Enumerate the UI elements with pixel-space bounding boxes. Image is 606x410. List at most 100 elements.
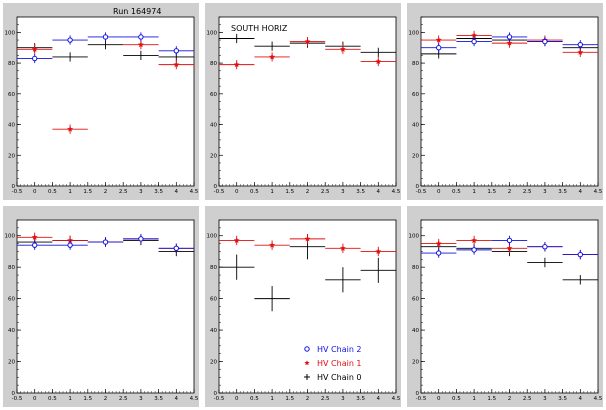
- x-tick-label: 4: [579, 189, 583, 195]
- marker-open-circle: [173, 245, 180, 252]
- marker-open-circle: [138, 34, 144, 40]
- marker-star: [577, 49, 584, 55]
- y-tick-label: 100: [5, 30, 16, 36]
- x-tick-label: 1.5: [285, 189, 294, 195]
- marker-open-circle: [577, 41, 584, 48]
- marker-open-circle: [471, 38, 477, 45]
- y-tick-label: 80: [412, 265, 419, 271]
- y-tick-label: 80: [8, 265, 15, 271]
- legend-entry-chain1: HV Chain 1: [304, 359, 362, 368]
- marker-star: [269, 241, 276, 248]
- x-tick-label: 0: [33, 189, 37, 195]
- point-chain2: [527, 242, 563, 252]
- marker-open-circle: [102, 34, 109, 40]
- x-tick-label: 1.5: [487, 189, 496, 195]
- y-tick-label: 40: [8, 328, 15, 334]
- point-chain2: [527, 36, 563, 47]
- point-chain1: [254, 52, 290, 62]
- point-chain2: [87, 237, 124, 247]
- point-chain1: [289, 36, 326, 47]
- marker-star: [471, 32, 478, 39]
- y-tick-label: 40: [412, 328, 419, 334]
- marker-open-circle: [67, 37, 73, 43]
- marker-star: [67, 125, 74, 132]
- y-tick-label: 60: [412, 297, 419, 303]
- marker-star: [375, 58, 382, 65]
- y-tick-label: 0: [416, 391, 420, 397]
- x-tick-label: 4.5: [190, 396, 199, 402]
- plot-frame: [16, 219, 195, 394]
- x-tick-label: 3: [341, 189, 345, 195]
- point-chain1: [254, 240, 290, 250]
- x-tick-label: 4.5: [594, 189, 603, 195]
- point-chain2: [158, 46, 194, 56]
- plot-pad-4: 0 20 40 60 80 100 -0.5 0 0.5 1 1.5 2 2.5 3 3.5 4 4.5: [3, 206, 199, 407]
- x-tick-label: -0.5: [214, 396, 225, 402]
- x-tick-label: 4: [175, 189, 179, 195]
- x-tick-label: 4: [175, 396, 179, 402]
- point-chain2: [52, 240, 88, 250]
- point-chain1: [421, 35, 457, 45]
- x-tick-label: 3: [543, 189, 547, 195]
- marker-star: [269, 53, 276, 60]
- plot-pad-3: 0 20 40 60 80 100 -0.5 0 0.5 1 1.5 2 2.5 3 3.5 4 4.5: [407, 3, 603, 200]
- x-tick-label: 2: [508, 189, 512, 195]
- marker-star: [339, 46, 346, 52]
- marker-open-circle: [32, 242, 38, 248]
- marker-star: [233, 237, 240, 244]
- legend-entry-chain0: HV Chain 0: [304, 373, 362, 382]
- x-tick-label: 3: [139, 189, 143, 195]
- x-tick-label: -0.5: [214, 189, 225, 195]
- x-tick-label: -0.5: [416, 189, 427, 195]
- y-tick-label: 40: [412, 123, 419, 129]
- point-chain2: [123, 32, 159, 42]
- point-chain2: [491, 32, 528, 42]
- x-tick-label: 2: [306, 189, 310, 195]
- x-tick-label: 3.5: [558, 396, 567, 402]
- x-tick-label: 4: [377, 396, 381, 402]
- marker-star: [31, 46, 38, 52]
- x-tick-label: 4: [579, 396, 583, 402]
- point-chain1: [360, 246, 396, 257]
- y-tick-label: 40: [8, 123, 15, 129]
- x-tick-label: 4.5: [392, 396, 401, 402]
- y-tick-label: 80: [210, 61, 217, 67]
- x-tick-label: 0: [235, 189, 239, 195]
- marker-star: [375, 248, 382, 255]
- point-chain1: [52, 124, 88, 134]
- point-chain2: [52, 35, 88, 45]
- x-tick-label: 0.5: [250, 396, 259, 402]
- point-chain0: [219, 33, 255, 44]
- x-tick-label: 2.5: [321, 396, 330, 402]
- y-tick-label: 0: [12, 184, 16, 190]
- x-tick-label: 1: [270, 189, 274, 195]
- marker-star: [471, 237, 478, 244]
- x-tick-label: 2.5: [119, 396, 128, 402]
- x-tick-label: -0.5: [416, 396, 427, 402]
- x-tick-label: 0: [235, 396, 239, 402]
- x-tick-label: 2: [104, 189, 108, 195]
- point-chain0: [562, 275, 598, 285]
- marker-open-circle: [173, 48, 180, 54]
- marker-star: [506, 245, 513, 251]
- marker-open-circle: [506, 237, 513, 244]
- point-chain0: [219, 254, 255, 280]
- marker-star: [304, 235, 311, 242]
- point-chain1: [158, 60, 194, 70]
- y-tick-label: 100: [409, 234, 420, 240]
- point-chain2: [456, 36, 492, 47]
- run-label: Run 164974: [113, 7, 161, 16]
- x-tick-label: 2.5: [119, 189, 128, 195]
- point-chain2: [456, 245, 492, 255]
- point-chain2: [421, 43, 457, 53]
- y-tick-label: 0: [214, 391, 218, 397]
- y-tick-label: 40: [210, 123, 217, 129]
- x-tick-label: 2.5: [523, 396, 532, 402]
- x-tick-label: 1: [270, 396, 274, 402]
- point-chain1: [17, 44, 53, 54]
- marker-star: [339, 245, 346, 251]
